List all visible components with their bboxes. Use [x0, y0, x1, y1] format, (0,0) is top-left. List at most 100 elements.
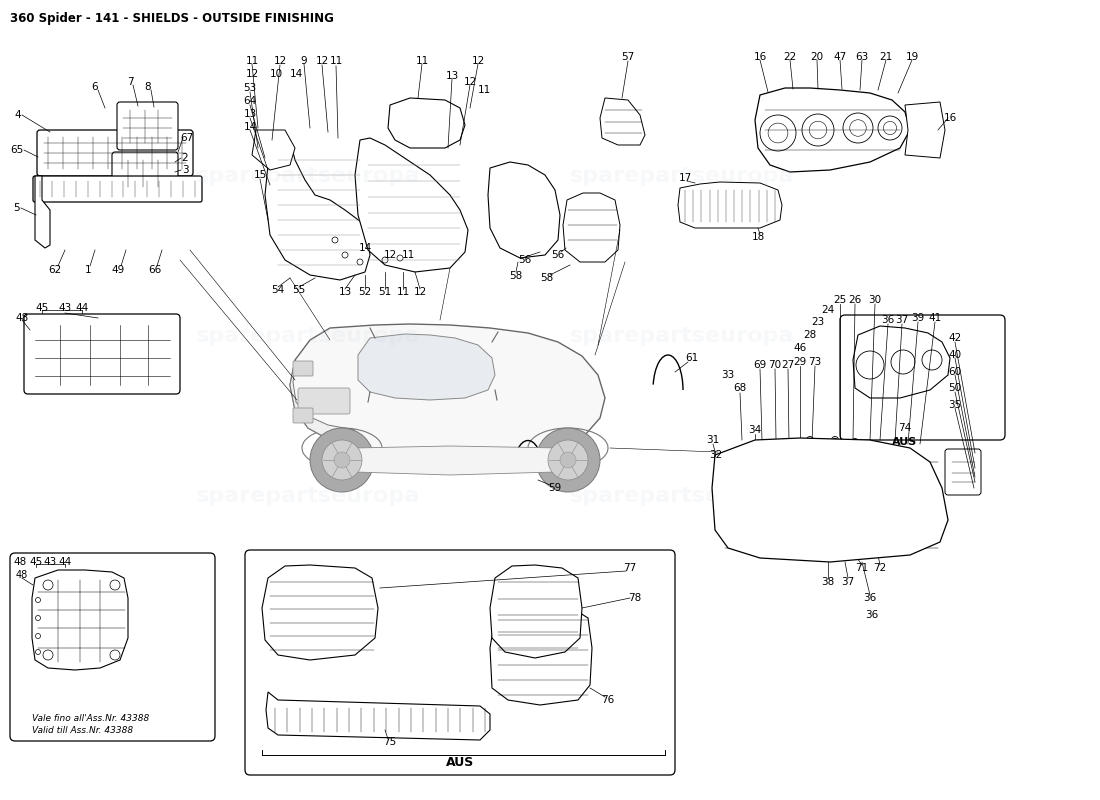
Text: 63: 63 — [856, 52, 869, 62]
Text: sparepartseuropa: sparepartseuropa — [570, 166, 794, 186]
Text: 58: 58 — [509, 271, 522, 281]
Text: 77: 77 — [624, 563, 637, 573]
Circle shape — [560, 452, 576, 468]
Text: 11: 11 — [477, 85, 491, 95]
Text: 12: 12 — [384, 250, 397, 260]
Text: 12: 12 — [472, 56, 485, 66]
Circle shape — [43, 580, 53, 590]
Text: 38: 38 — [822, 577, 835, 587]
Text: 27: 27 — [781, 360, 794, 370]
Text: 25: 25 — [834, 295, 847, 305]
Text: 10: 10 — [270, 69, 283, 79]
Text: 41: 41 — [928, 313, 942, 323]
Text: 22: 22 — [783, 52, 796, 62]
FancyBboxPatch shape — [840, 315, 1005, 440]
Polygon shape — [600, 98, 645, 145]
Polygon shape — [678, 182, 782, 228]
Text: 59: 59 — [549, 483, 562, 493]
Text: 12: 12 — [274, 56, 287, 66]
Text: 12: 12 — [316, 56, 329, 66]
Text: 14: 14 — [243, 122, 256, 132]
Circle shape — [808, 438, 812, 442]
Polygon shape — [340, 446, 572, 475]
Text: 16: 16 — [944, 113, 957, 123]
Text: 20: 20 — [811, 52, 824, 62]
Text: 23: 23 — [812, 317, 825, 327]
Text: 70: 70 — [769, 360, 782, 370]
Text: 75: 75 — [384, 737, 397, 747]
Text: 40: 40 — [948, 350, 961, 360]
Text: 36: 36 — [866, 610, 879, 620]
Text: 58: 58 — [540, 273, 553, 283]
Polygon shape — [32, 570, 128, 670]
Text: 49: 49 — [111, 265, 124, 275]
Text: 18: 18 — [751, 232, 764, 242]
Text: sparepartseuropa: sparepartseuropa — [196, 486, 420, 506]
Text: 39: 39 — [912, 313, 925, 323]
Polygon shape — [490, 604, 592, 705]
Text: 21: 21 — [879, 52, 892, 62]
Text: 46: 46 — [793, 343, 806, 353]
Circle shape — [851, 438, 858, 446]
Polygon shape — [355, 138, 468, 272]
Text: 11: 11 — [329, 56, 342, 66]
Text: 9: 9 — [300, 56, 307, 66]
Polygon shape — [488, 162, 560, 258]
Text: 68: 68 — [734, 383, 747, 393]
Text: 19: 19 — [905, 52, 918, 62]
Polygon shape — [252, 130, 295, 170]
Text: 62: 62 — [48, 265, 62, 275]
Text: 57: 57 — [621, 52, 635, 62]
Polygon shape — [262, 565, 378, 660]
Polygon shape — [358, 334, 495, 400]
Text: 2: 2 — [182, 153, 188, 163]
FancyBboxPatch shape — [293, 361, 314, 376]
Text: 33: 33 — [722, 370, 735, 380]
Text: 29: 29 — [793, 357, 806, 367]
Text: AUS: AUS — [892, 437, 917, 447]
Text: 53: 53 — [243, 83, 256, 93]
Text: 42: 42 — [948, 333, 961, 343]
Text: 37: 37 — [842, 577, 855, 587]
Text: Vale fino all'Ass.Nr. 43388: Vale fino all'Ass.Nr. 43388 — [32, 714, 150, 723]
Text: 76: 76 — [602, 695, 615, 705]
Text: AUS: AUS — [446, 755, 474, 769]
Text: 12: 12 — [245, 69, 258, 79]
Text: 74: 74 — [899, 423, 912, 433]
Text: 44: 44 — [58, 557, 72, 567]
Text: 11: 11 — [396, 287, 409, 297]
FancyBboxPatch shape — [245, 550, 675, 775]
Text: 69: 69 — [754, 360, 767, 370]
FancyBboxPatch shape — [293, 408, 314, 423]
Text: 360 Spider - 141 - SHIELDS - OUTSIDE FINISHING: 360 Spider - 141 - SHIELDS - OUTSIDE FIN… — [10, 12, 334, 25]
Text: sparepartseuropa: sparepartseuropa — [570, 486, 794, 506]
Text: 14: 14 — [289, 69, 302, 79]
Text: 12: 12 — [463, 77, 476, 87]
Polygon shape — [755, 88, 910, 172]
Text: 3: 3 — [182, 165, 188, 175]
Circle shape — [110, 580, 120, 590]
Circle shape — [832, 437, 838, 443]
Circle shape — [806, 437, 814, 443]
Circle shape — [548, 440, 588, 480]
Text: Valid till Ass.Nr. 43388: Valid till Ass.Nr. 43388 — [32, 726, 133, 735]
Circle shape — [536, 428, 600, 492]
Text: 11: 11 — [416, 56, 429, 66]
Text: 11: 11 — [245, 56, 258, 66]
Text: 1: 1 — [85, 265, 91, 275]
Circle shape — [322, 440, 362, 480]
Text: 48: 48 — [13, 557, 26, 567]
Polygon shape — [388, 98, 465, 148]
Circle shape — [35, 598, 41, 602]
Text: 31: 31 — [706, 435, 719, 445]
Polygon shape — [712, 438, 948, 562]
Text: 32: 32 — [710, 450, 723, 460]
Text: 50: 50 — [948, 383, 961, 393]
Text: sparepartseuropa: sparepartseuropa — [570, 326, 794, 346]
Text: 47: 47 — [834, 52, 847, 62]
Circle shape — [35, 650, 41, 654]
Text: 45: 45 — [30, 557, 43, 567]
Text: 43: 43 — [43, 557, 56, 567]
Text: 64: 64 — [243, 96, 256, 106]
Text: 55: 55 — [293, 285, 306, 295]
